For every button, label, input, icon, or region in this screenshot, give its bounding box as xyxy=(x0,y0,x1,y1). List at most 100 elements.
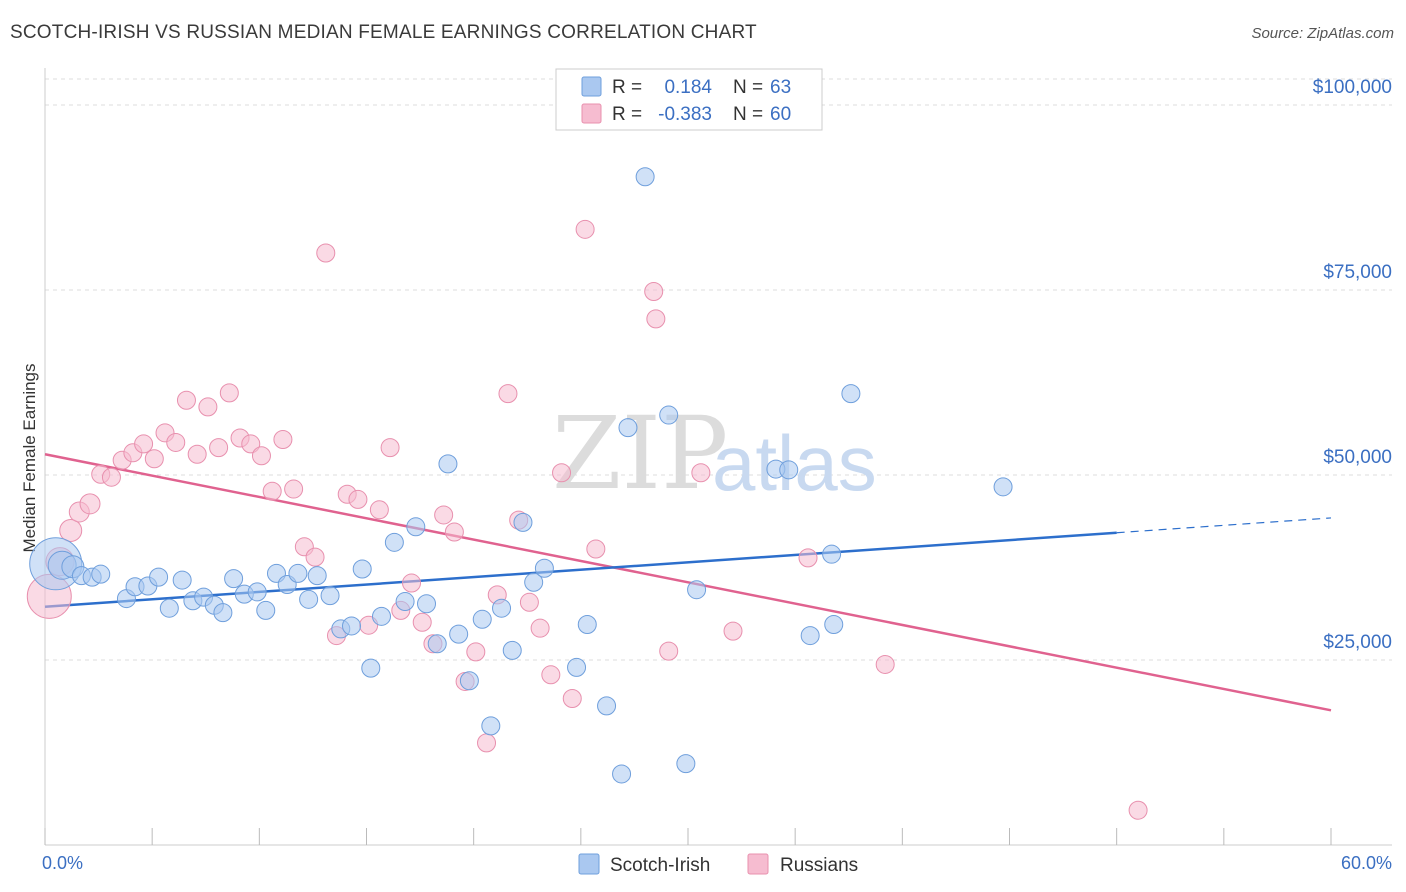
grid-lines xyxy=(45,78,1392,661)
russians-point xyxy=(134,434,154,454)
scotch-irish-point xyxy=(172,570,192,590)
scotch-irish-point xyxy=(492,598,512,618)
russians-point xyxy=(198,397,218,417)
scotch-irish-point xyxy=(224,569,244,589)
russians-point xyxy=(723,621,743,641)
scotch-irish-point xyxy=(213,603,233,623)
scotch-irish-point xyxy=(534,558,554,578)
russians-point xyxy=(1128,800,1148,820)
legend-r-label-1: R = xyxy=(612,77,642,98)
scotch-irish-point xyxy=(822,544,842,564)
russians-point xyxy=(79,493,101,515)
russians-point xyxy=(273,429,293,449)
scotch-irish-trend-line xyxy=(44,531,1117,608)
scotch-irish-point xyxy=(618,418,638,438)
scotch-irish-point xyxy=(449,624,469,644)
scotch-irish-point xyxy=(438,454,458,474)
top-legend: R = 0.184 N = 63 R = -0.383 N = 60 xyxy=(555,68,823,131)
x-tick-label-min: 0.0% xyxy=(42,853,83,873)
scotch-irish-point xyxy=(159,598,179,618)
russians-point xyxy=(552,463,572,483)
legend-r-value-2: -0.383 xyxy=(658,104,712,125)
russians-points xyxy=(26,219,1148,820)
scotch-irish-point xyxy=(361,658,381,678)
source-credit: Source: ZipAtlas.com xyxy=(1251,25,1394,42)
russians-point xyxy=(434,505,454,525)
russians-point xyxy=(691,463,711,483)
scotch-irish-point xyxy=(779,460,799,480)
russians-point xyxy=(498,384,518,404)
russians-point xyxy=(101,467,121,487)
bottom-legend-swatch-russians xyxy=(747,853,769,875)
scotch-irish-point xyxy=(472,609,492,629)
scotch-irish-point xyxy=(299,589,319,609)
bottom-legend-swatch-scotch-irish xyxy=(578,853,600,875)
scotch-irish-point xyxy=(149,567,169,587)
y-tick-label: $50,000 xyxy=(1323,447,1392,468)
russians-point xyxy=(519,592,539,612)
scotch-irish-point xyxy=(256,600,276,620)
russians-point xyxy=(369,500,389,520)
russians-point xyxy=(562,688,582,708)
scotch-irish-point xyxy=(395,592,415,612)
scotch-irish-point xyxy=(372,606,392,626)
scotch-irish-trend-extension xyxy=(1116,517,1332,534)
legend-n-label-2: N = xyxy=(733,104,763,125)
trend-lines xyxy=(44,453,1332,712)
scotch-irish-point xyxy=(676,754,696,774)
russians-point xyxy=(444,522,464,542)
russians-point xyxy=(348,489,368,509)
scotch-irish-point xyxy=(427,634,447,654)
watermark-zip: ZIP xyxy=(552,395,728,512)
russians-point xyxy=(477,733,497,753)
russians-point xyxy=(144,449,164,469)
russians-point xyxy=(59,519,83,542)
y-tick-labels: $25,000 $50,000 $75,000 $100,000 xyxy=(1313,77,1392,653)
legend-r-value-1: 0.184 xyxy=(664,77,712,98)
legend-swatch-russians xyxy=(581,103,602,124)
russians-point xyxy=(241,434,261,454)
scotch-irish-point xyxy=(320,586,340,606)
chart-title: SCOTCH-IRISH VS RUSSIAN MEDIAN FEMALE EA… xyxy=(10,22,757,43)
russians-point xyxy=(166,432,186,452)
scotch-irish-point xyxy=(247,582,267,602)
legend-n-label-1: N = xyxy=(733,77,763,98)
russians-point xyxy=(251,446,271,466)
russians-point xyxy=(646,309,666,329)
russians-point xyxy=(209,438,229,458)
legend-swatch-scotch-irish xyxy=(581,76,602,97)
legend-n-value-1: 63 xyxy=(770,77,791,98)
russians-point xyxy=(412,612,432,632)
russians-point xyxy=(380,438,400,458)
scotch-irish-point xyxy=(341,616,361,636)
scotch-irish-point xyxy=(577,614,597,634)
russians-point xyxy=(402,573,422,593)
scotch-irish-point xyxy=(481,716,501,736)
scotch-irish-points xyxy=(29,167,1013,784)
y-tick-label: $75,000 xyxy=(1323,262,1392,283)
legend-r-label-2: R = xyxy=(612,104,642,125)
russians-point xyxy=(644,281,664,301)
bottom-legend-scotch-irish: Scotch-Irish xyxy=(610,855,710,876)
scotch-irish-point xyxy=(800,626,820,646)
russians-point xyxy=(659,641,679,661)
scotch-irish-point xyxy=(91,564,111,584)
russians-point xyxy=(530,618,550,638)
bottom-legend-russians: Russians xyxy=(780,855,858,876)
y-tick-label: $25,000 xyxy=(1323,632,1392,653)
scotch-irish-point xyxy=(841,384,861,404)
scotch-irish-point xyxy=(417,594,437,614)
legend-n-value-2: 60 xyxy=(770,104,791,125)
scotch-irish-point xyxy=(513,512,533,532)
russians-point xyxy=(305,547,325,567)
y-tick-label: $100,000 xyxy=(1313,77,1392,98)
russians-point xyxy=(187,444,207,464)
scotch-irish-point xyxy=(567,657,587,677)
russians-point xyxy=(586,539,606,559)
scotch-irish-point xyxy=(993,477,1013,497)
russians-point xyxy=(262,481,282,501)
scotch-irish-point xyxy=(502,640,522,660)
scotch-irish-point xyxy=(659,405,679,425)
scotch-irish-point xyxy=(824,614,844,634)
